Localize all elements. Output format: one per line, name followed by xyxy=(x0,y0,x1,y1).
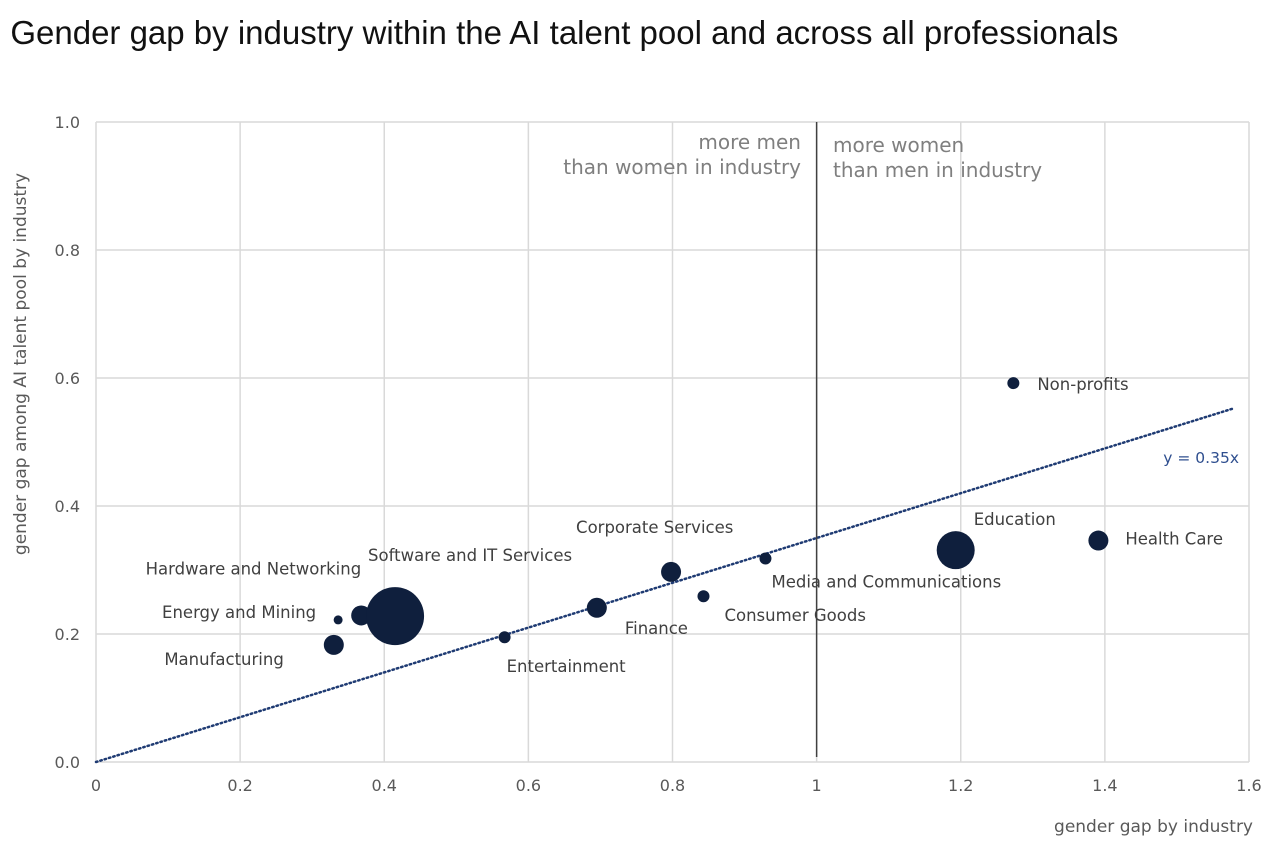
point-label: Corporate Services xyxy=(576,518,733,537)
data-point xyxy=(661,561,682,582)
points-group xyxy=(323,377,1109,655)
grid xyxy=(95,121,1250,763)
data-point xyxy=(498,631,511,644)
region-right-line1: more women xyxy=(833,133,964,157)
y-tick-label: 0.6 xyxy=(55,369,80,388)
point-label: Software and IT Services xyxy=(368,546,572,565)
point-label: Entertainment xyxy=(507,657,627,676)
x-tick-label: 0.4 xyxy=(372,776,397,795)
data-point xyxy=(586,597,607,618)
trendline xyxy=(94,406,1236,764)
x-tick-label: 0.6 xyxy=(516,776,541,795)
point-label: Non-profits xyxy=(1037,375,1128,394)
data-point xyxy=(1007,377,1020,390)
x-tick-label: 0.8 xyxy=(660,776,685,795)
data-point xyxy=(323,634,344,655)
trendline-group: y = 0.35x xyxy=(94,406,1239,764)
data-point xyxy=(351,605,372,626)
x-tick-label: 1.4 xyxy=(1092,776,1117,795)
chart-title: : Gender gap by industry within the AI t… xyxy=(0,14,1119,51)
y-tick-label: 0.0 xyxy=(55,753,80,772)
region-left-line1: more men xyxy=(698,130,801,154)
region-right-line2: than men in industry xyxy=(833,158,1042,182)
y-tick-label: 0.2 xyxy=(55,625,80,644)
data-point xyxy=(697,590,710,603)
y-tick-label: 0.8 xyxy=(55,241,80,260)
trendline-label: y = 0.35x xyxy=(1163,449,1239,467)
x-tick-label: 0.2 xyxy=(227,776,252,795)
y-tick-label: 1.0 xyxy=(55,113,80,132)
point-label: Manufacturing xyxy=(164,650,283,669)
x-axis-label: gender gap by industry xyxy=(1054,817,1253,837)
point-label: Energy and Mining xyxy=(162,603,316,622)
data-point xyxy=(759,552,772,565)
axes: 0 0.2 0.4 0.6 0.8 1 1.2 1.4 1.6 0.0 0.2 0.4 0.6 0.8 1.… xyxy=(11,113,1262,837)
point-label: Consumer Goods xyxy=(724,606,865,625)
data-point xyxy=(366,587,425,646)
x-tick-label: 0 xyxy=(91,776,101,795)
point-label: Hardware and Networking xyxy=(146,559,362,578)
point-label: Education xyxy=(974,510,1056,529)
y-tick-label: 0.4 xyxy=(55,497,80,516)
x-tick-label: 1.2 xyxy=(948,776,973,795)
data-point xyxy=(936,531,975,570)
region-left-line2: than women in industry xyxy=(563,155,801,179)
labels-group: Manufacturing Energy and Mining Hardware a… xyxy=(146,375,1223,676)
data-point xyxy=(333,615,343,625)
point-label: Media and Communications xyxy=(771,572,1001,591)
y-axis-label: gender gap among AI talent pool by indus… xyxy=(11,173,31,555)
x-tick-label: 1 xyxy=(812,776,822,795)
x-tick-label: 1.6 xyxy=(1236,776,1261,795)
point-label: Finance xyxy=(625,619,688,638)
point-label: Health Care xyxy=(1125,530,1223,549)
data-point xyxy=(1088,530,1109,551)
